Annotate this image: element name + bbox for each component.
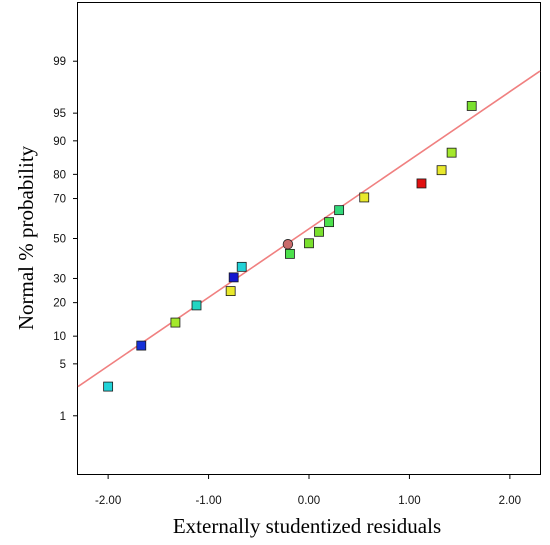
y-tick-label: 99: [53, 56, 66, 68]
x-tick-label: -2.00: [95, 495, 121, 507]
reference-line: [77, 70, 541, 388]
data-point: [170, 317, 181, 328]
y-tick-label: 1: [60, 411, 66, 423]
data-point: [228, 272, 239, 283]
y-tick-label: 10: [53, 331, 66, 343]
x-tick-label: 1.00: [398, 495, 420, 507]
y-tick-label: 20: [53, 298, 66, 310]
x-tick-label: 0.00: [298, 495, 320, 507]
y-tick-label: 70: [53, 194, 66, 206]
y-tick-label: 50: [53, 234, 66, 246]
data-points-layer: [103, 101, 477, 392]
data-point: [225, 286, 236, 297]
x-tick-label: -1.00: [195, 495, 221, 507]
data-point: [436, 165, 447, 176]
y-tick-label: 5: [60, 359, 66, 371]
y-axis-title: Normal % probability: [14, 145, 38, 330]
data-point: [324, 217, 334, 228]
x-tick-label: 2.00: [499, 495, 521, 507]
data-point: [282, 239, 294, 250]
data-point: [446, 147, 457, 158]
data-point: [416, 178, 427, 189]
data-point: [136, 340, 147, 351]
reference-line-layer: [77, 70, 541, 388]
x-axis: -2.00 -1.00 0.00 1.00 2.00: [95, 474, 521, 507]
y-tick-label: 90: [53, 136, 66, 148]
data-point: [103, 381, 114, 392]
data-point: [304, 238, 314, 249]
data-point: [334, 205, 345, 216]
data-point: [191, 300, 202, 311]
data-point: [466, 101, 477, 111]
data-point: [359, 192, 370, 203]
data-point: [314, 226, 324, 237]
y-axis: 1 5 10 20 30 50 70 80 90 95 99: [53, 56, 78, 423]
x-axis-title: Externally studentized residuals: [173, 514, 441, 538]
y-tick-label: 30: [53, 273, 66, 285]
data-point: [236, 261, 247, 272]
y-tick-label: 80: [53, 169, 66, 181]
data-point: [285, 248, 295, 259]
y-tick-label: 95: [53, 108, 66, 120]
